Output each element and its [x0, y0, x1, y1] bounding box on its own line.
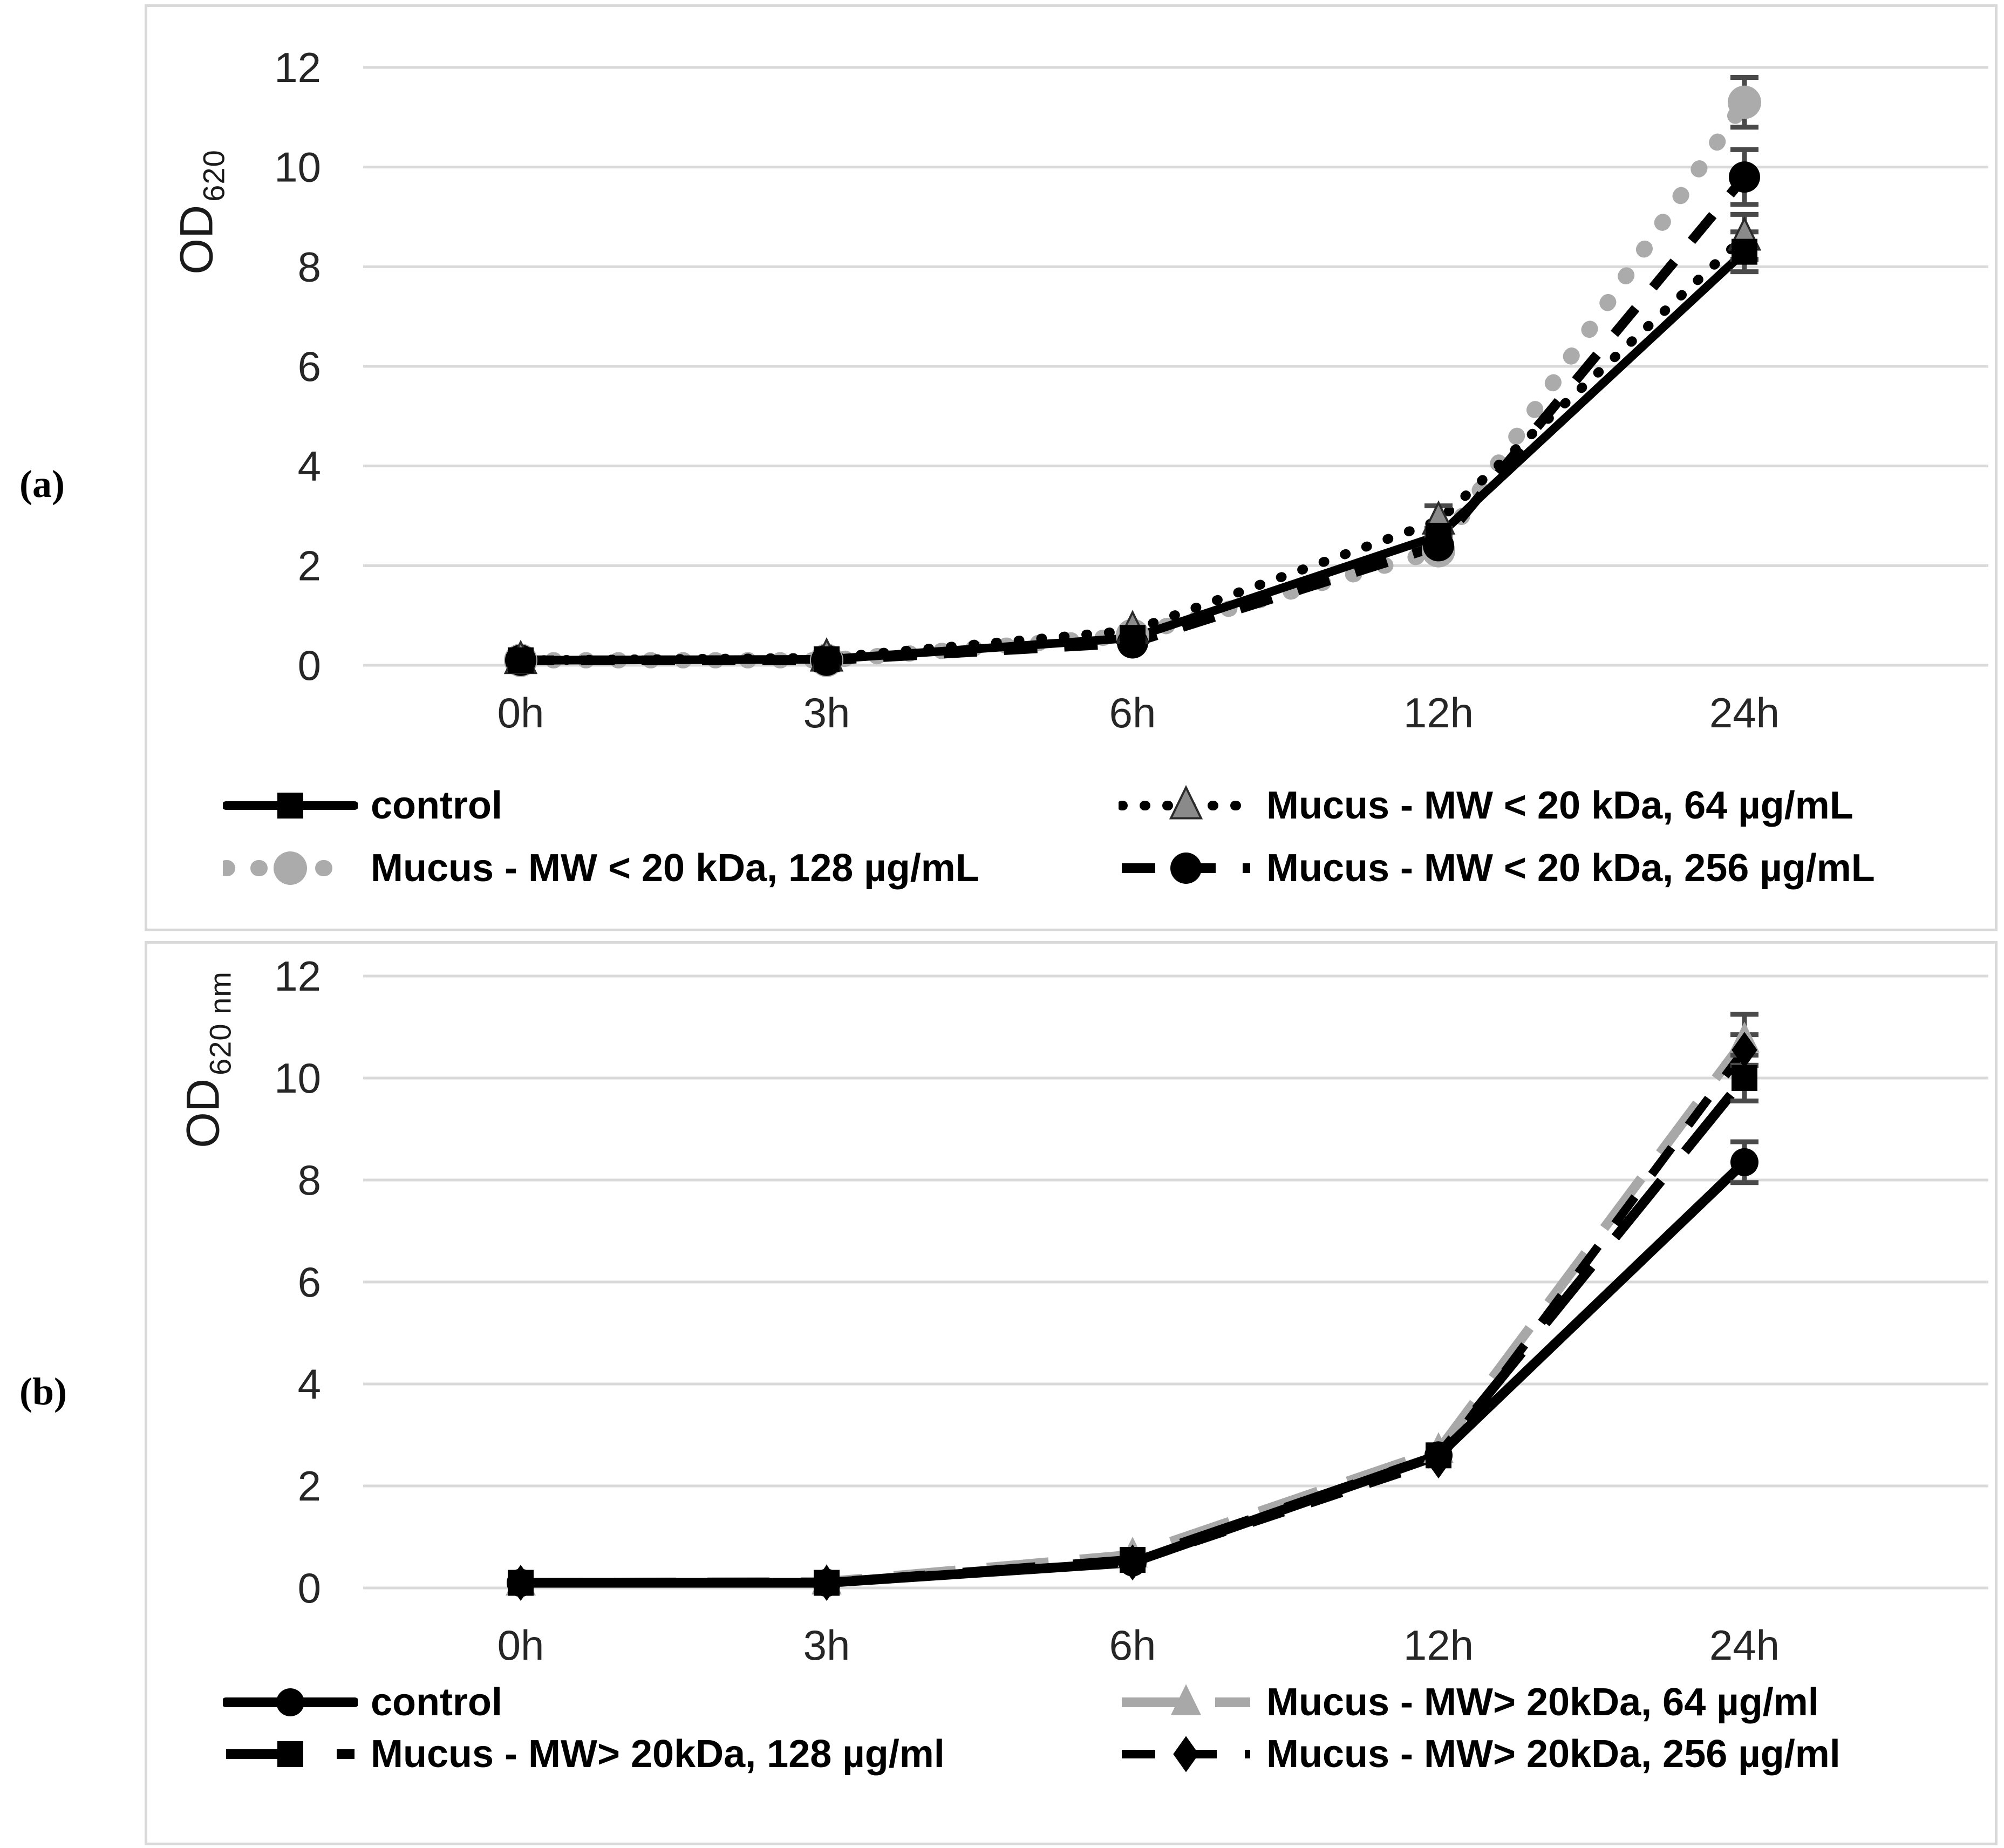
circle-marker [1119, 1548, 1147, 1577]
x-tick-label: 0h [497, 1621, 544, 1669]
y-tick-label: 4 [298, 442, 321, 490]
circle-marker [1170, 853, 1202, 884]
y-tick-label: 10 [274, 1054, 321, 1102]
x-tick-label: 6h [1109, 689, 1156, 737]
panel-b: 12 10 8 6 4 2 0 0h 3h 6h 12h 24h OD620 nm control Mu… [145, 941, 1998, 1845]
square-marker [1120, 625, 1146, 651]
y-tick-label: 4 [298, 1360, 321, 1408]
legend-swatch [1122, 1736, 1250, 1772]
x-tick-label: 6h [1109, 1621, 1156, 1669]
legend-item: Mucus - MW < 20 kDa, 128 µg/mL [223, 844, 979, 892]
x-tick-label: 24h [1709, 689, 1780, 737]
legend-swatch [226, 1741, 355, 1767]
y-tick-label: 0 [298, 1564, 321, 1612]
y-tick-label: 8 [298, 1156, 321, 1204]
legend-item: Mucus - MW < 20 kDa, 256 µg/mL [1119, 844, 1875, 892]
square-marker [1732, 1065, 1757, 1091]
x-tick-label: 3h [803, 1621, 850, 1669]
y-tick-label: 6 [298, 1258, 321, 1306]
square-marker [277, 793, 303, 819]
circle-marker [1730, 1148, 1758, 1176]
chart-b-plot: 12 10 8 6 4 2 0 0h 3h 6h 12h 24h [274, 952, 1988, 1669]
circle-marker [274, 851, 307, 885]
x-tick-label: 12h [1403, 1621, 1474, 1669]
y-tick-label: 10 [274, 144, 321, 191]
legend-label: Mucus - MW> 20kDa, 64 µg/ml [1266, 1681, 1819, 1724]
chart-a-plot: 12 10 8 6 4 2 0 0h 3h 6h 12h 24h [274, 44, 1988, 737]
panel-a: 12 10 8 6 4 2 0 0h 3h 6h 12h 24h OD620 control Mucus… [145, 4, 1998, 931]
square-marker [1426, 522, 1451, 549]
triangle-marker [1169, 785, 1203, 820]
circle-marker [813, 1569, 841, 1597]
legend-label: Mucus - MW < 20 kDa, 256 µg/mL [1266, 847, 1875, 890]
legend-label: control [371, 784, 502, 827]
y-tick-label: 6 [298, 343, 321, 390]
x-tick-label: 24h [1709, 1621, 1780, 1669]
circle-marker [276, 1688, 304, 1716]
panel-b-letter: (b) [19, 1370, 67, 1413]
square-marker [508, 647, 534, 673]
legend-swatch [223, 851, 358, 885]
y-tick-label: 12 [274, 952, 321, 1000]
x-tick-label: 3h [803, 689, 850, 737]
diamond-marker [1173, 1736, 1199, 1772]
square-marker [1732, 238, 1757, 265]
square-marker [814, 646, 840, 672]
legend-label: control [371, 1681, 502, 1724]
legend-swatch [223, 1688, 358, 1716]
legend-label: Mucus - MW> 20kDa, 256 µg/ml [1266, 1733, 1841, 1776]
legend-swatch [223, 793, 358, 819]
legend-item: control [223, 1678, 502, 1727]
legend-label: Mucus - MW < 20 kDa, 128 µg/mL [371, 847, 979, 890]
x-tick-label: 12h [1403, 689, 1474, 737]
legend-b: control Mucus - MW> 20kDa, 64 µg/ml Mucus … [147, 944, 1995, 1843]
legend-swatch [1122, 1684, 1250, 1715]
y-tick-label: 2 [298, 542, 321, 589]
legend-a: control Mucus - MW < 20 kDa, 64 µg/mL Mucu… [147, 7, 1995, 929]
circle-marker [1729, 161, 1760, 193]
square-marker [277, 1741, 303, 1767]
legend-swatch [1122, 853, 1250, 884]
legend-item: Mucus - MW> 20kDa, 256 µg/ml [1119, 1730, 1841, 1778]
circle-marker [1728, 85, 1761, 119]
legend-item: Mucus - MW> 20kDa, 64 µg/ml [1119, 1678, 1819, 1727]
gridlines: 12 10 8 6 4 2 0 [274, 952, 1988, 1612]
legend-label: Mucus - MW < 20 kDa, 64 µg/mL [1266, 784, 1853, 827]
legend-item: control [223, 781, 502, 830]
y-tick-label: 12 [274, 44, 321, 91]
legend-item: Mucus - MW> 20kDa, 128 µg/ml [223, 1730, 945, 1778]
y-tick-label: 8 [298, 243, 321, 290]
legend-label: Mucus - MW> 20kDa, 128 µg/ml [371, 1733, 945, 1776]
legend-swatch [1119, 785, 1253, 820]
triangle-marker [1171, 1684, 1201, 1715]
panel-a-letter: (a) [19, 462, 65, 506]
y-tick-label: 0 [298, 642, 321, 689]
legend-item: Mucus - MW < 20 kDa, 64 µg/mL [1119, 781, 1853, 830]
gridlines: 12 10 8 6 4 2 0 [274, 44, 1988, 689]
y-tick-label: 2 [298, 1462, 321, 1510]
diamond-marker [1732, 1032, 1757, 1068]
circle-marker [1424, 1441, 1453, 1470]
x-tick-label: 0h [497, 689, 544, 737]
circle-marker [507, 1569, 535, 1597]
